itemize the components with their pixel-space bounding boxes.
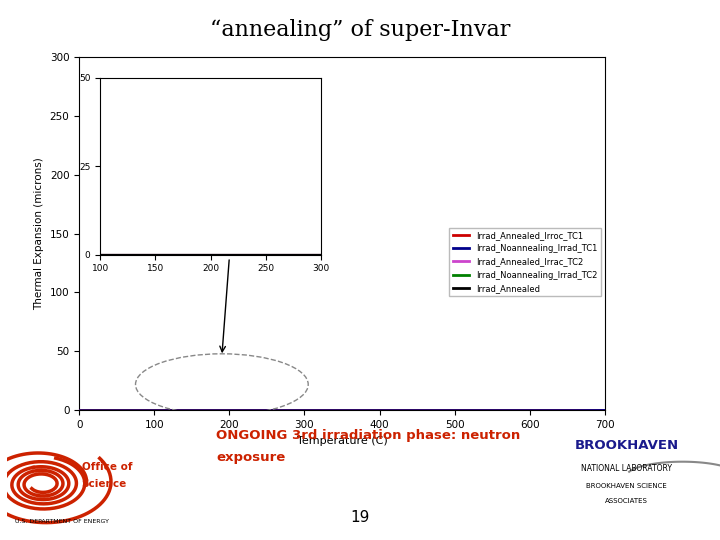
Text: NATIONAL LABORATORY: NATIONAL LABORATORY [581,464,672,474]
Text: BROOKHAVEN: BROOKHAVEN [575,439,678,452]
Text: “annealing” of super-Invar: “annealing” of super-Invar [210,19,510,41]
X-axis label: Temperature (C): Temperature (C) [297,436,387,446]
Text: Office of: Office of [81,462,132,471]
Text: ASSOCIATES: ASSOCIATES [605,498,648,504]
Text: ONGOING 3rd irradiation phase: neutron: ONGOING 3rd irradiation phase: neutron [216,429,521,442]
Legend: Irrad_Annealed_Irroc_TC1, Irrad_Noannealing_Irrad_TC1, Irrad_Annealed_Irrac_TC2,: Irrad_Annealed_Irroc_TC1, Irrad_Noanneal… [449,228,600,296]
Text: exposure: exposure [216,451,285,464]
Text: BROOKHAVEN SCIENCE: BROOKHAVEN SCIENCE [586,483,667,489]
Text: U.S. DEPARTMENT OF ENERGY: U.S. DEPARTMENT OF ENERGY [15,519,109,524]
Text: Science: Science [81,479,127,489]
Y-axis label: Thermal Expansion (microns): Thermal Expansion (microns) [34,157,44,310]
Text: 19: 19 [351,510,369,525]
